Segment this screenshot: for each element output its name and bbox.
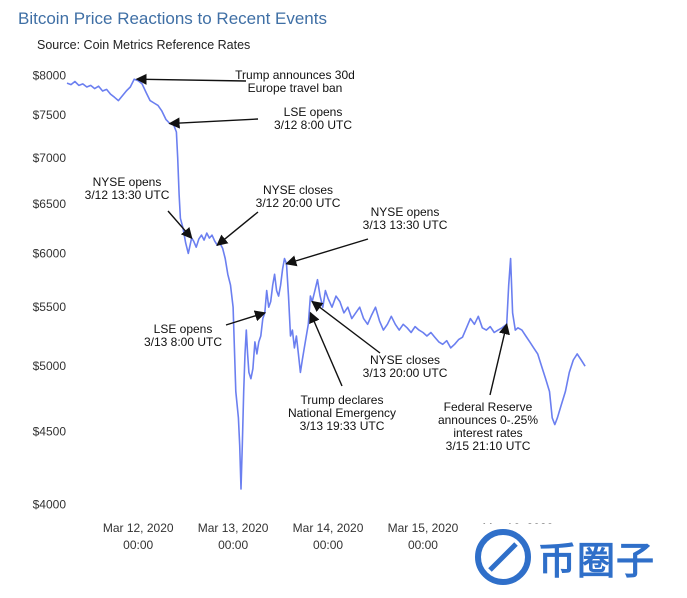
annotation-text: Trump announces 30d bbox=[235, 68, 355, 82]
annotation-arrow bbox=[489, 322, 510, 396]
y-tick-label: $7500 bbox=[33, 108, 67, 122]
annotation-text: interest rates bbox=[453, 426, 522, 440]
annotation-text: 3/13 13:30 UTC bbox=[363, 218, 448, 232]
y-tick-label: $4000 bbox=[33, 497, 67, 511]
annotation-text: 3/13 20:00 UTC bbox=[363, 366, 448, 380]
annotation-arrow bbox=[309, 311, 343, 387]
annotation-text: 3/12 20:00 UTC bbox=[256, 196, 341, 210]
x-tick-label: 00:00 bbox=[218, 538, 248, 552]
annotation-arrow bbox=[285, 238, 369, 267]
y-tick-label: $4500 bbox=[33, 424, 67, 438]
y-axis: $4000 $4500 $5000 $5500 $6000 $6500 $7000 $7500… bbox=[33, 68, 67, 511]
annotation-text: announces 0-.25% bbox=[438, 413, 538, 427]
y-tick-label: $6500 bbox=[33, 197, 67, 211]
x-tick-label: 00:00 bbox=[123, 538, 153, 552]
annotation-text: Federal Reserve bbox=[444, 400, 533, 414]
annotation-text: 3/13 19:33 UTC bbox=[300, 419, 385, 433]
price-series-line bbox=[66, 78, 586, 490]
series-layer bbox=[66, 78, 586, 490]
x-tick-label: Mar 12, 2020 bbox=[103, 521, 174, 535]
annotation-arrow bbox=[216, 211, 259, 247]
x-tick-label: Mar 15, 2020 bbox=[388, 521, 459, 535]
y-tick-label: $5500 bbox=[33, 300, 67, 314]
annotation-text: 3/12 13:30 UTC bbox=[85, 188, 170, 202]
annotation-text: Trump declares bbox=[301, 393, 384, 407]
annotation-arrow bbox=[225, 310, 267, 326]
x-tick-label: 00:00 bbox=[313, 538, 343, 552]
x-tick-label: 00:00 bbox=[408, 538, 438, 552]
y-tick-label: $5000 bbox=[33, 359, 67, 373]
y-tick-label: $7000 bbox=[33, 151, 67, 165]
watermark-logo-icon bbox=[475, 529, 531, 585]
annotation-arrow bbox=[311, 300, 381, 354]
watermark-text: 币圈子 bbox=[538, 538, 656, 583]
annotation-arrow bbox=[167, 210, 193, 240]
annotation-text: NYSE opens bbox=[93, 175, 162, 189]
annotation-text: NYSE closes bbox=[263, 183, 333, 197]
annotation-arrow bbox=[168, 117, 259, 129]
y-tick-label: $6000 bbox=[33, 246, 67, 260]
annotation-text: LSE opens bbox=[284, 105, 343, 119]
annotation-text: NYSE closes bbox=[370, 353, 440, 367]
annotation-text: National Emergency bbox=[288, 406, 396, 420]
y-tick-label: $8000 bbox=[33, 68, 67, 82]
x-tick-label: Mar 13, 2020 bbox=[198, 521, 269, 535]
chart-title: Bitcoin Price Reactions to Recent Events bbox=[18, 9, 327, 28]
annotation-text: NYSE opens bbox=[371, 205, 440, 219]
x-tick-label: Mar 14, 2020 bbox=[293, 521, 364, 535]
annotation-arrow bbox=[135, 73, 247, 85]
annotation-text: LSE opens bbox=[154, 322, 213, 336]
annotation-text: 3/15 21:10 UTC bbox=[446, 439, 531, 453]
annotation-text: 3/13 8:00 UTC bbox=[144, 335, 222, 349]
watermark: 币圈子 bbox=[474, 524, 684, 590]
chart-subtitle: Source: Coin Metrics Reference Rates bbox=[37, 38, 251, 52]
annotation-text: 3/12 8:00 UTC bbox=[274, 118, 352, 132]
annotation-text: Europe travel ban bbox=[248, 81, 343, 95]
